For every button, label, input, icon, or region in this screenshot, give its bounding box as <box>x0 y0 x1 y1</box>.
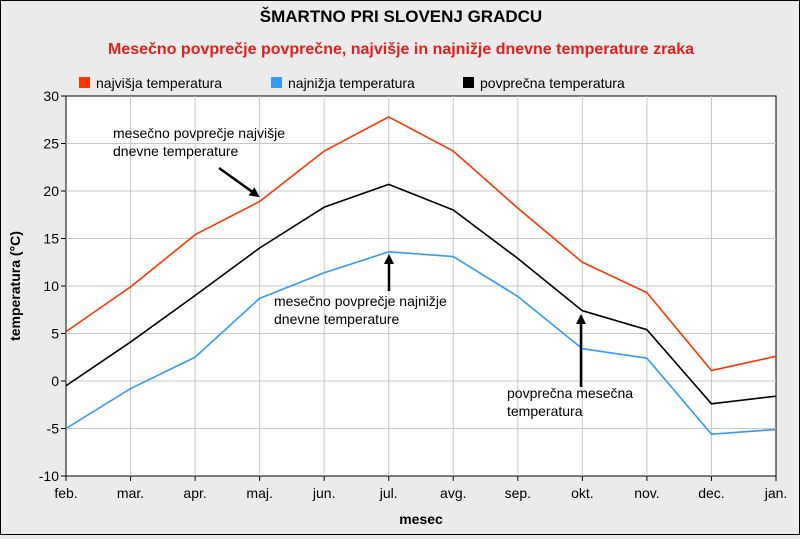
x-tick-label: mar. <box>117 485 144 501</box>
legend-swatch <box>79 77 90 88</box>
legend-label: najvišja temperatura <box>96 75 222 91</box>
x-tick-label: jan. <box>764 485 788 501</box>
x-tick-label: maj. <box>246 485 272 501</box>
chart-title: ŠMARTNO PRI SLOVENJ GRADCU <box>260 7 542 26</box>
y-tick-label: 5 <box>51 326 59 342</box>
annotation-text: povprečna mesečna <box>507 385 633 401</box>
y-tick-label: 20 <box>43 183 59 199</box>
annotation-text: temperatura <box>507 403 583 419</box>
x-tick-label: okt. <box>571 485 594 501</box>
x-axis-ticks: feb. mar. apr. maj. jun. jul. avg. sep. okt. nov.… <box>54 476 787 501</box>
annotation-text: mesečno povprečje najnižje <box>274 293 447 309</box>
annotation-text: dnevne temperature <box>113 143 239 159</box>
legend-swatch <box>463 77 474 88</box>
x-tick-label: apr. <box>183 485 206 501</box>
x-axis-label: mesec <box>399 511 443 527</box>
y-tick-label: 10 <box>43 278 59 294</box>
x-tick-label: jul. <box>379 485 398 501</box>
annotation-text: dnevne temperature <box>274 311 400 327</box>
series-line-0 <box>65 116 777 372</box>
y-axis-ticks: -10 -5 0 5 10 15 20 25 30 <box>39 88 66 484</box>
y-tick-label: 15 <box>43 231 59 247</box>
annotations: mesečno povprečje najvišje dnevne tempera… <box>113 125 633 419</box>
y-tick-label: -10 <box>39 468 59 484</box>
x-tick-label: avg. <box>440 485 466 501</box>
annotation-arrow <box>218 166 260 198</box>
y-axis-label: temperatura (°C) <box>7 231 23 341</box>
x-tick-label: dec. <box>698 485 724 501</box>
legend-label: povprečna temperatura <box>480 75 625 91</box>
x-tick-label: jun. <box>312 485 336 501</box>
y-tick-label: 25 <box>43 136 59 152</box>
series-line-1 <box>65 251 777 436</box>
y-tick-label: -5 <box>47 421 60 437</box>
grid-lines <box>66 96 776 476</box>
annotation-text: mesečno povprečje najvišje <box>113 125 285 141</box>
series-line-2 <box>65 183 777 405</box>
series-lines <box>65 116 777 436</box>
y-tick-label: 30 <box>43 88 59 104</box>
x-tick-label: feb. <box>54 485 77 501</box>
x-tick-label: nov. <box>634 485 659 501</box>
x-tick-label: sep. <box>505 485 531 501</box>
legend-swatch <box>271 77 282 88</box>
legend-label: najnižja temperatura <box>288 75 415 91</box>
legend: najvišja temperatura najnižja temperatura… <box>79 75 625 91</box>
chart-subtitle: Mesečno povprečje povprečne, najvišje in… <box>108 41 694 58</box>
y-tick-label: 0 <box>51 373 59 389</box>
